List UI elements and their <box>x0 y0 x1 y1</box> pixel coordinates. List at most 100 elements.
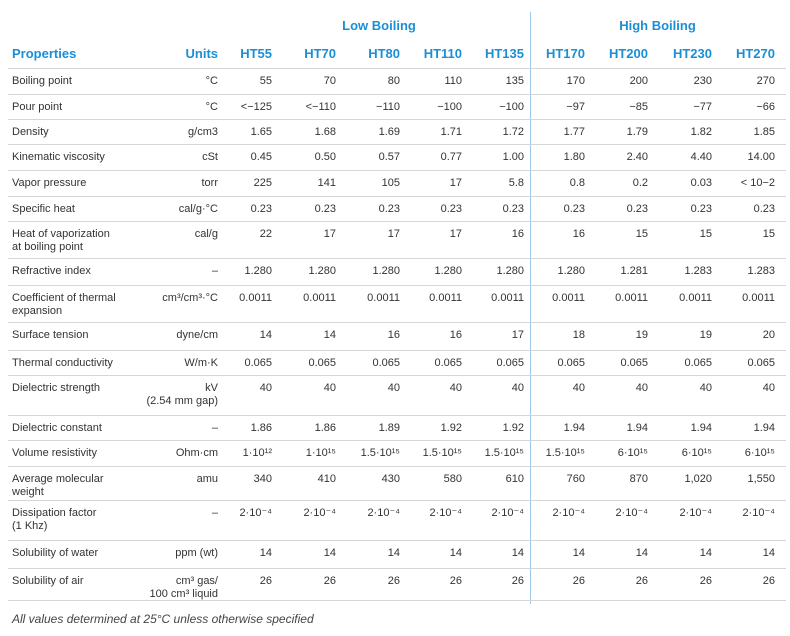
cell-value: 2·10⁻⁴ <box>552 507 585 519</box>
row-divider <box>8 170 786 171</box>
cell-value: 0.065 <box>684 357 712 369</box>
cell-value: 1.94 <box>626 422 648 434</box>
cell-value: 0.23 <box>690 203 712 215</box>
unit: W/m·K <box>184 357 218 369</box>
cell-value: 135 <box>505 75 524 87</box>
cell-value: <−125 <box>240 101 272 113</box>
row-divider <box>8 375 786 376</box>
row-label: Dissipation factor (1 Khz) <box>12 507 97 532</box>
cell-value: 1.72 <box>502 126 524 138</box>
cell-value: 0.0011 <box>615 292 648 304</box>
cell-value: 1.280 <box>372 265 400 277</box>
cell-value: 430 <box>381 473 400 485</box>
cell-value: 0.23 <box>250 203 272 215</box>
column-header: HT55 <box>240 46 272 61</box>
cell-value: 580 <box>443 473 462 485</box>
cell-value: 0.065 <box>308 357 336 369</box>
cell-value: 0.23 <box>378 203 400 215</box>
cell-value: 1.5·10¹⁵ <box>360 447 400 459</box>
cell-value: −97 <box>566 101 585 113</box>
cell-value: 14 <box>259 547 272 559</box>
row-label: Solubility of water <box>12 547 99 559</box>
cell-value: 0.0011 <box>679 292 712 304</box>
cell-value: 2·10⁻⁴ <box>742 507 775 519</box>
cell-value: 1,550 <box>747 473 775 485</box>
cell-value: <−110 <box>305 101 336 113</box>
cell-value: 40 <box>323 382 336 394</box>
unit: cSt <box>202 151 218 163</box>
cell-value: 16 <box>511 228 524 240</box>
cell-value: 80 <box>387 75 400 87</box>
cell-value: 1.280 <box>244 265 272 277</box>
cell-value: 15 <box>635 228 648 240</box>
cell-value: 1.92 <box>440 422 462 434</box>
unit: – <box>211 265 218 277</box>
cell-value: 26 <box>699 575 712 587</box>
cell-value: 1·10¹⁵ <box>305 447 336 459</box>
cell-value: 1.86 <box>314 422 336 434</box>
cell-value: 40 <box>259 382 272 394</box>
column-header: Properties <box>12 46 77 61</box>
cell-value: 1.280 <box>434 265 462 277</box>
group-divider <box>530 12 531 604</box>
unit: ppm (wt) <box>175 547 218 559</box>
cell-value: −66 <box>756 101 775 113</box>
footnote: All values determined at 25°C unless oth… <box>12 612 314 626</box>
cell-value: 17 <box>387 228 400 240</box>
cell-value: 16 <box>387 329 400 341</box>
cell-value: 19 <box>635 329 648 341</box>
cell-value: 1.94 <box>690 422 712 434</box>
column-header: Units <box>185 46 219 61</box>
cell-value: 0.065 <box>244 357 272 369</box>
cell-value: 0.57 <box>378 151 400 163</box>
row-label: Coefficient of thermal expansion <box>12 292 116 317</box>
cell-value: 0.065 <box>747 357 775 369</box>
cell-value: 1.92 <box>502 422 524 434</box>
row-divider <box>8 68 786 69</box>
group-header: Low Boiling <box>342 18 416 33</box>
row-label: Average molecular weight <box>12 473 104 498</box>
cell-value: 2.40 <box>626 151 648 163</box>
cell-value: 1,020 <box>684 473 712 485</box>
row-divider <box>8 440 786 441</box>
cell-value: 0.0011 <box>239 292 272 304</box>
cell-value: 17 <box>449 228 462 240</box>
cell-value: 230 <box>693 75 712 87</box>
cell-value: 26 <box>511 575 524 587</box>
cell-value: 1.86 <box>250 422 272 434</box>
row-divider <box>8 94 786 95</box>
cell-value: 0.03 <box>690 177 712 189</box>
cell-value: 340 <box>253 473 272 485</box>
cell-value: 16 <box>449 329 462 341</box>
cell-value: 14 <box>511 547 524 559</box>
column-header: HT200 <box>608 46 648 61</box>
cell-value: 0.065 <box>557 357 585 369</box>
cell-value: 1.280 <box>557 265 585 277</box>
cell-value: 6·10¹⁵ <box>744 447 775 459</box>
cell-value: 0.0011 <box>491 292 524 304</box>
unit: torr <box>201 177 219 189</box>
cell-value: 55 <box>259 75 272 87</box>
cell-value: 14 <box>259 329 272 341</box>
cell-value: 19 <box>699 329 712 341</box>
cell-value: 0.23 <box>753 203 775 215</box>
row-divider <box>8 196 786 197</box>
cell-value: 26 <box>762 575 775 587</box>
cell-value: −77 <box>693 101 712 113</box>
cell-value: 1.00 <box>502 151 524 163</box>
cell-value: −100 <box>499 101 524 113</box>
cell-value: 1.94 <box>563 422 585 434</box>
cell-value: 26 <box>572 575 585 587</box>
unit: – <box>211 507 218 519</box>
column-header: HT80 <box>368 46 400 61</box>
cell-value: 1.5·10¹⁵ <box>422 447 462 459</box>
cell-value: 1.71 <box>440 126 462 138</box>
unit: amu <box>196 473 218 485</box>
cell-value: 14 <box>449 547 462 559</box>
cell-value: 40 <box>511 382 524 394</box>
cell-value: 760 <box>566 473 585 485</box>
row-label: Vapor pressure <box>12 177 87 189</box>
column-header: HT270 <box>735 46 775 61</box>
cell-value: 1.89 <box>378 422 400 434</box>
